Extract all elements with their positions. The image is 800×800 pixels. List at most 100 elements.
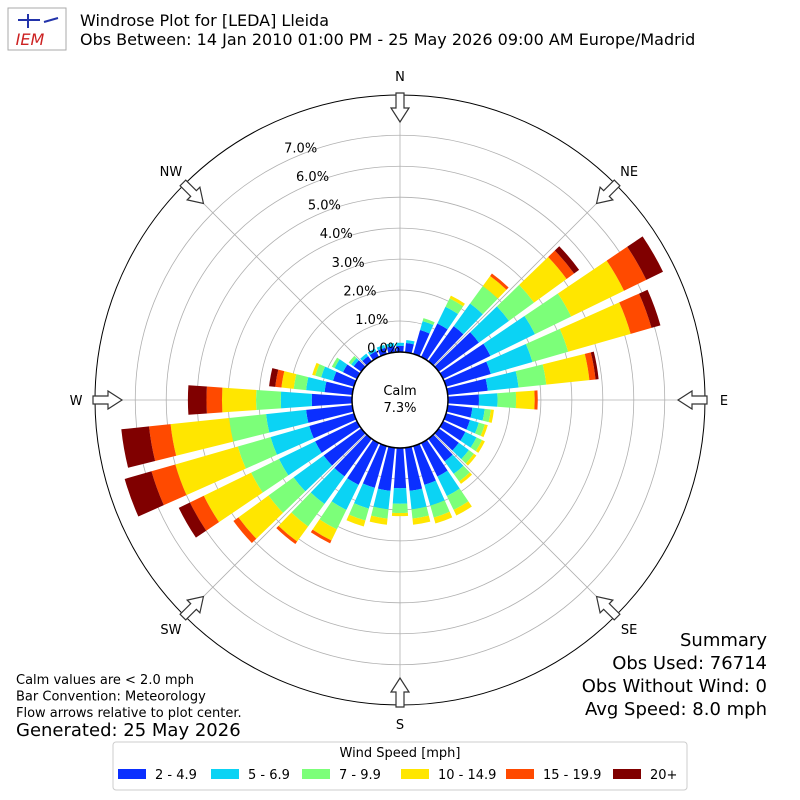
angle-label: W: [70, 394, 83, 409]
calm-value: 7.3%: [383, 401, 416, 416]
annotations: Calm 7.3% 0.0% 1.0% 2.0% 3.0% 4.0% 5.0% 6.0% 7.0%…: [16, 70, 767, 741]
r-tick-label: 6.0%: [296, 170, 329, 185]
bar-segment: [386, 346, 395, 354]
chart-title: Windrose Plot for [LEDA] Lleida: [80, 11, 329, 30]
bar-segment: [470, 407, 485, 421]
bar-segment: [270, 426, 314, 455]
bar-segment: [346, 514, 366, 527]
bar-segment: [256, 389, 282, 411]
bar-segment: [392, 503, 408, 514]
bar-segment: [331, 478, 359, 510]
bar-segment: [496, 284, 535, 321]
bar-segment: [266, 409, 309, 433]
bar-segment: [278, 512, 309, 542]
bar-segment: [251, 459, 289, 493]
legend-swatch: [302, 769, 330, 779]
bar-segment: [187, 385, 207, 415]
chart-subtitle: Obs Between: 14 Jan 2010 01:00 PM - 25 M…: [80, 30, 695, 49]
bar-segment: [446, 488, 469, 510]
bar-segment: [486, 343, 533, 374]
bar-segment: [447, 394, 479, 406]
bar-segment: [342, 364, 361, 379]
flow-arrow: [595, 179, 621, 205]
summary-line: Obs Used: 76714: [612, 653, 767, 674]
bar-segment: [124, 471, 164, 517]
bar-segment: [306, 405, 354, 423]
bar-segment: [466, 420, 479, 434]
bar-segment: [348, 355, 357, 365]
legend: Wind Speed [mph] 2 - 4.9 5 - 6.9 7 - 9.9 10…: [112, 741, 688, 791]
legend-swatch: [211, 769, 239, 779]
bar-segment: [237, 437, 277, 469]
grid-spoke: [433, 433, 616, 616]
grid-spoke: [433, 184, 616, 367]
bar-segment: [151, 464, 187, 506]
bar-segment: [606, 246, 647, 291]
bar-segment: [445, 298, 464, 314]
legend-swatch: [401, 769, 429, 779]
angle-label: NE: [620, 165, 638, 180]
bar-segment: [422, 318, 435, 326]
bar-segment: [386, 343, 395, 348]
bar-segment: [590, 351, 599, 380]
bar-segment: [409, 488, 427, 510]
bar-segment: [269, 368, 279, 387]
bar-segment: [411, 506, 429, 519]
bar-segment: [480, 424, 488, 438]
angle-label: S: [396, 718, 404, 733]
note-line: Calm values are < 2.0 mph: [16, 673, 194, 688]
bar-segment: [449, 295, 465, 307]
bar-segment: [548, 250, 575, 279]
bar-segment: [474, 422, 485, 436]
bar-segment: [485, 371, 519, 391]
bar-segment: [439, 343, 491, 379]
bar-segment: [281, 371, 297, 389]
r-tick-label: 3.0%: [332, 256, 365, 271]
bar-segment: [221, 387, 257, 413]
legend-label: 7 - 9.9: [339, 768, 381, 783]
bar-segment: [280, 391, 312, 409]
legend-swatch: [613, 769, 641, 779]
bar-segment: [437, 470, 460, 497]
flow-arrow: [389, 676, 411, 708]
grid-spoke: [184, 184, 367, 367]
bar-segment: [465, 453, 477, 466]
bar-segment: [488, 409, 494, 423]
bar-segment: [443, 413, 470, 430]
grid-spoke: [184, 433, 367, 616]
angle-label: SE: [621, 623, 637, 638]
summary-line: Obs Without Wind: 0: [582, 676, 767, 697]
bar-segment: [312, 362, 320, 376]
bar-segment: [446, 378, 488, 395]
note-line: Bar Convention: Meteorology: [16, 690, 206, 705]
bar-segment: [446, 405, 473, 418]
bar-segment: [559, 302, 631, 352]
bar-segment: [460, 431, 477, 448]
logo-mark: [18, 14, 59, 28]
bar-segment: [175, 446, 246, 496]
bar-segment: [413, 330, 430, 357]
bar-segment: [393, 447, 407, 489]
bar-segment: [497, 391, 517, 409]
bar-segment: [534, 390, 538, 410]
bar-segment: [396, 345, 404, 353]
bar-segment: [461, 450, 474, 464]
bar-segment: [351, 358, 359, 367]
bar-segment: [420, 321, 434, 334]
bar-segment: [323, 428, 366, 466]
bar-segment: [470, 306, 509, 343]
r-tick-label: 4.0%: [320, 227, 353, 242]
bar-segment: [189, 495, 220, 531]
bar-segment: [268, 477, 306, 513]
bar-segment: [321, 366, 337, 381]
bar-segment: [482, 275, 507, 299]
angle-label: NW: [160, 165, 183, 180]
bar-segment: [309, 413, 357, 439]
bar-segment: [452, 442, 469, 460]
bar-segment: [324, 381, 354, 395]
summary-line: Avg Speed: 8.0 mph: [585, 699, 767, 720]
bar-segment: [360, 353, 369, 362]
bar-segment: [453, 465, 470, 482]
bar-segment: [619, 293, 652, 334]
bar-segment: [412, 515, 431, 525]
